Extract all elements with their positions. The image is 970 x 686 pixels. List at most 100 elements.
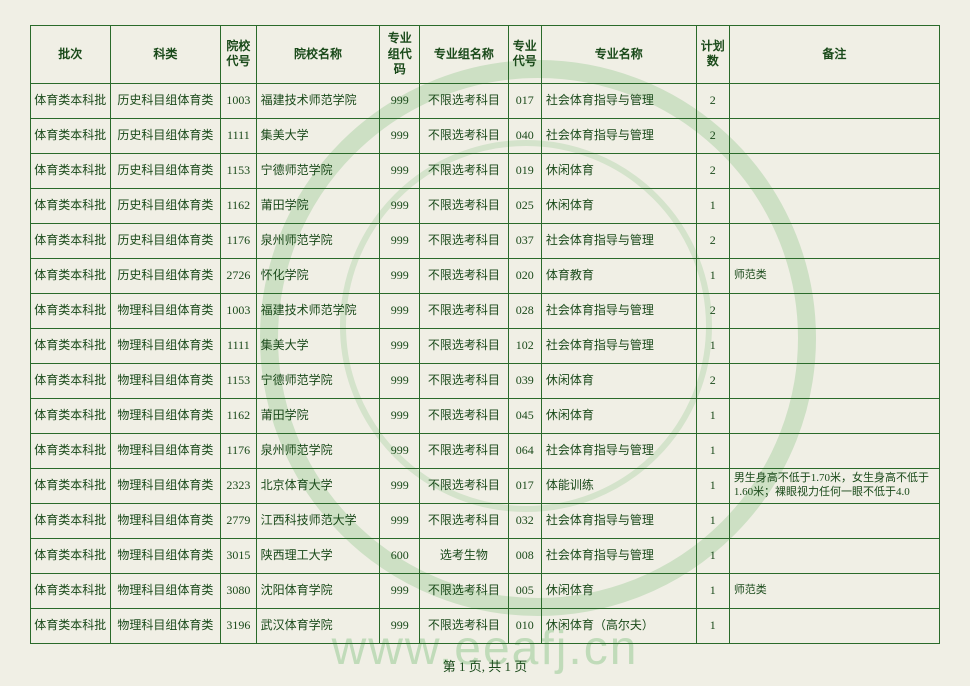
table-cell: 2	[696, 118, 729, 153]
table-cell: 1	[696, 538, 729, 573]
table-cell: 体育类本科批	[31, 223, 111, 258]
table-cell	[729, 118, 939, 153]
table-cell: 江西科技师范大学	[256, 503, 380, 538]
table-row: 体育类本科批物理科目组体育类3196武汉体育学院999不限选考科目010休闲体育…	[31, 608, 940, 643]
table-cell: 不限选考科目	[420, 293, 508, 328]
table-cell: 1	[696, 188, 729, 223]
admissions-table: 批次 科类 院校代号 院校名称 专业组代码 专业组名称 专业代号 专业名称 计划…	[30, 25, 940, 644]
table-cell: 社会体育指导与管理	[541, 83, 696, 118]
table-cell: 体育类本科批	[31, 468, 111, 503]
col-header-category: 科类	[110, 26, 221, 84]
table-row: 体育类本科批物理科目组体育类3015陕西理工大学600选考生物008社会体育指导…	[31, 538, 940, 573]
table-cell: 999	[380, 363, 420, 398]
table-cell: 1	[696, 468, 729, 503]
table-cell: 不限选考科目	[420, 573, 508, 608]
table-cell: 025	[508, 188, 541, 223]
table-cell: 045	[508, 398, 541, 433]
table-cell: 历史科目组体育类	[110, 118, 221, 153]
table-cell: 不限选考科目	[420, 153, 508, 188]
table-cell: 1111	[221, 328, 256, 363]
col-header-major-name: 专业名称	[541, 26, 696, 84]
table-cell: 999	[380, 83, 420, 118]
table-row: 体育类本科批历史科目组体育类1003福建技术师范学院999不限选考科目017社会…	[31, 83, 940, 118]
table-cell: 019	[508, 153, 541, 188]
table-cell: 032	[508, 503, 541, 538]
table-cell: 999	[380, 503, 420, 538]
table-cell: 039	[508, 363, 541, 398]
table-cell: 2	[696, 293, 729, 328]
table-cell	[729, 538, 939, 573]
table-cell: 体育教育	[541, 258, 696, 293]
table-cell: 物理科目组体育类	[110, 608, 221, 643]
table-row: 体育类本科批物理科目组体育类3080沈阳体育学院999不限选考科目005休闲体育…	[31, 573, 940, 608]
table-row: 体育类本科批物理科目组体育类2779江西科技师范大学999不限选考科目032社会…	[31, 503, 940, 538]
table-cell: 017	[508, 83, 541, 118]
table-row: 体育类本科批物理科目组体育类1162莆田学院999不限选考科目045休闲体育1	[31, 398, 940, 433]
table-cell	[729, 608, 939, 643]
table-cell: 3015	[221, 538, 256, 573]
table-cell: 2726	[221, 258, 256, 293]
table-cell: 1	[696, 433, 729, 468]
table-cell: 1	[696, 398, 729, 433]
table-cell: 物理科目组体育类	[110, 538, 221, 573]
table-cell: 999	[380, 433, 420, 468]
table-cell: 020	[508, 258, 541, 293]
table-cell: 2	[696, 363, 729, 398]
table-cell: 社会体育指导与管理	[541, 538, 696, 573]
table-cell: 师范类	[729, 258, 939, 293]
table-cell: 体育类本科批	[31, 118, 111, 153]
table-cell: 物理科目组体育类	[110, 468, 221, 503]
table-cell: 999	[380, 258, 420, 293]
table-row: 体育类本科批历史科目组体育类1162莆田学院999不限选考科目025休闲体育1	[31, 188, 940, 223]
table-cell: 999	[380, 468, 420, 503]
table-cell: 宁德师范学院	[256, 363, 380, 398]
table-cell: 怀化学院	[256, 258, 380, 293]
table-cell: 体育类本科批	[31, 153, 111, 188]
table-cell: 不限选考科目	[420, 608, 508, 643]
table-cell: 999	[380, 188, 420, 223]
col-header-school-name: 院校名称	[256, 26, 380, 84]
table-cell: 体育类本科批	[31, 293, 111, 328]
table-cell: 休闲体育	[541, 188, 696, 223]
table-cell: 1003	[221, 293, 256, 328]
col-header-batch: 批次	[31, 26, 111, 84]
table-cell	[729, 188, 939, 223]
table-cell: 体育类本科批	[31, 188, 111, 223]
table-cell: 2	[696, 83, 729, 118]
table-cell: 休闲体育	[541, 153, 696, 188]
table-cell: 泉州师范学院	[256, 433, 380, 468]
table-cell: 历史科目组体育类	[110, 223, 221, 258]
table-row: 体育类本科批历史科目组体育类1176泉州师范学院999不限选考科目037社会体育…	[31, 223, 940, 258]
table-cell: 1153	[221, 153, 256, 188]
table-cell	[729, 503, 939, 538]
table-cell: 3196	[221, 608, 256, 643]
table-row: 体育类本科批历史科目组体育类1153宁德师范学院999不限选考科目019休闲体育…	[31, 153, 940, 188]
table-cell	[729, 398, 939, 433]
table-row: 体育类本科批物理科目组体育类1003福建技术师范学院999不限选考科目028社会…	[31, 293, 940, 328]
table-header-row: 批次 科类 院校代号 院校名称 专业组代码 专业组名称 专业代号 专业名称 计划…	[31, 26, 940, 84]
table-cell: 999	[380, 573, 420, 608]
table-cell: 沈阳体育学院	[256, 573, 380, 608]
table-cell: 1111	[221, 118, 256, 153]
table-cell: 1162	[221, 188, 256, 223]
col-header-plan: 计划数	[696, 26, 729, 84]
table-cell: 3080	[221, 573, 256, 608]
table-cell: 2779	[221, 503, 256, 538]
table-cell: 物理科目组体育类	[110, 503, 221, 538]
table-cell: 体育类本科批	[31, 258, 111, 293]
table-cell: 999	[380, 118, 420, 153]
table-cell: 1176	[221, 433, 256, 468]
table-cell: 不限选考科目	[420, 433, 508, 468]
table-cell: 社会体育指导与管理	[541, 293, 696, 328]
col-header-group-name: 专业组名称	[420, 26, 508, 84]
table-cell	[729, 293, 939, 328]
table-cell: 2	[696, 223, 729, 258]
table-cell: 体育类本科批	[31, 503, 111, 538]
page-indicator: 第 1 页, 共 1 页	[30, 656, 940, 675]
table-cell: 999	[380, 293, 420, 328]
table-cell: 社会体育指导与管理	[541, 223, 696, 258]
col-header-note: 备注	[729, 26, 939, 84]
table-cell: 物理科目组体育类	[110, 398, 221, 433]
table-cell: 体育类本科批	[31, 83, 111, 118]
table-cell: 1	[696, 503, 729, 538]
